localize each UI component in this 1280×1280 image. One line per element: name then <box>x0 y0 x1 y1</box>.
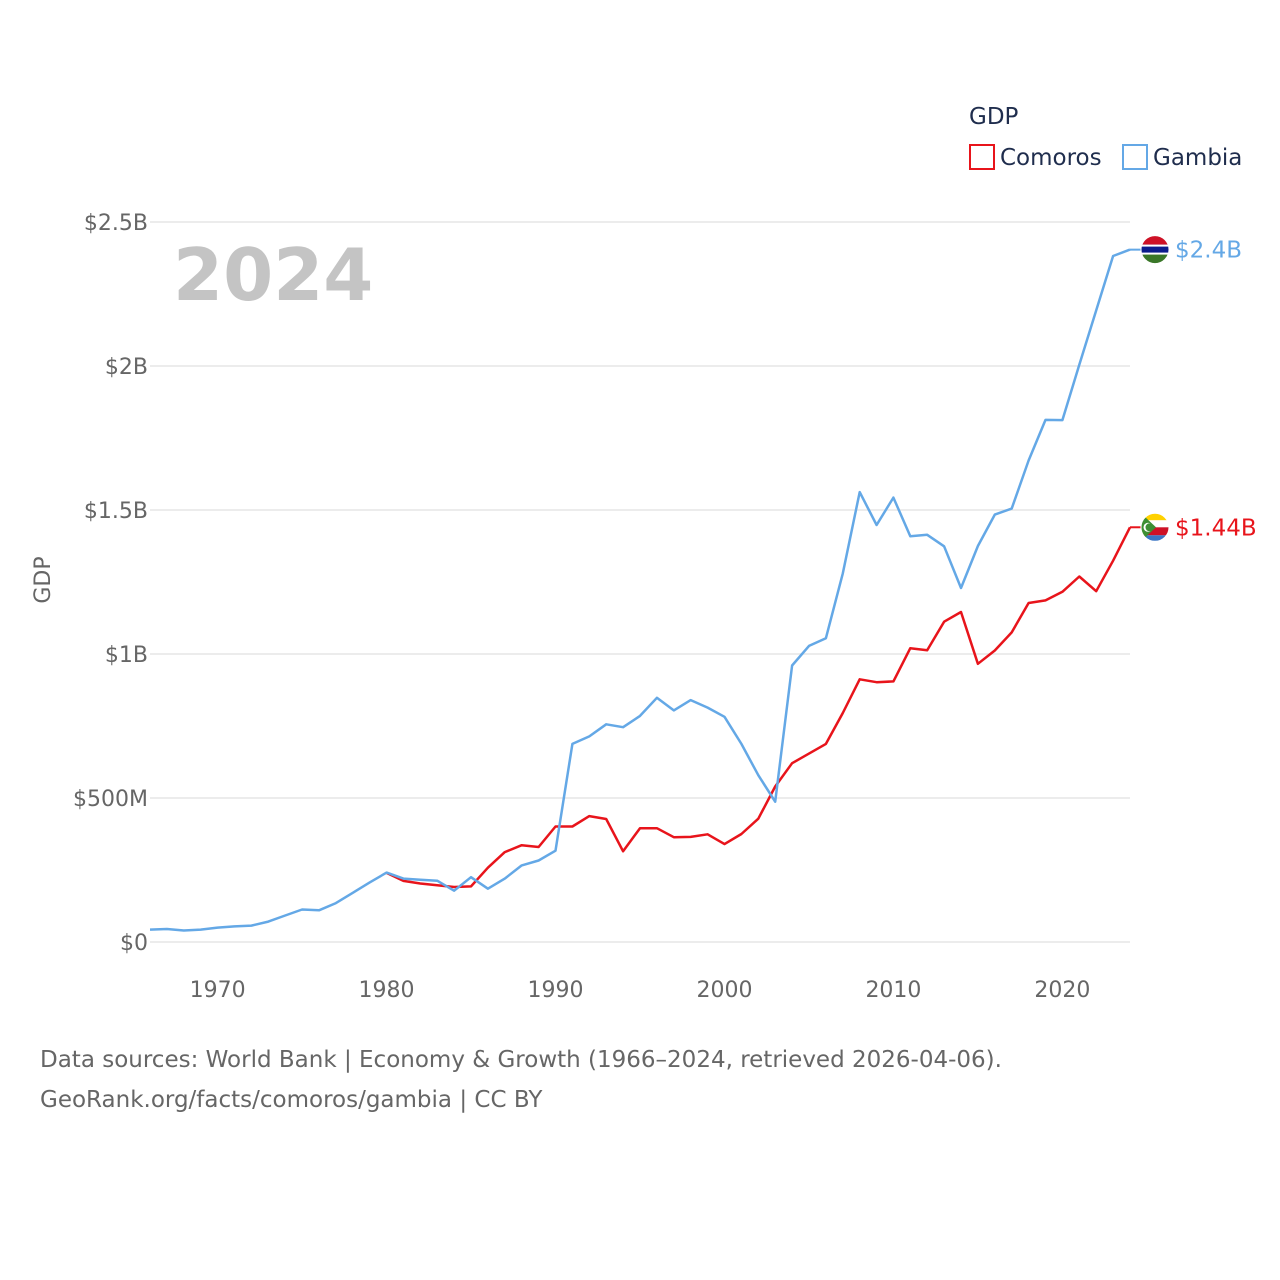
legend-title: GDP <box>969 104 1019 130</box>
x-tick-label: 2020 <box>1034 978 1090 1003</box>
x-tick-label: 2010 <box>865 978 921 1003</box>
legend-swatch-comoros[interactable] <box>969 144 995 170</box>
legend: GDP Comoros Gambia <box>969 104 1242 171</box>
x-tick-label: 1970 <box>190 978 246 1003</box>
series-line-comoros[interactable] <box>386 526 1132 889</box>
y-axis-title: GDP <box>31 556 56 603</box>
gdp-line-chart: $0 $500M $1B $1.5B $2B $2.5B 1970 1980 1990 2000… <box>31 104 1257 1003</box>
end-value-label-gambia: $2.4B <box>1175 238 1242 264</box>
comoros-flag-icon <box>1140 512 1170 542</box>
y-tick-label: $1B <box>105 643 148 668</box>
x-axis-ticks: 1970 1980 1990 2000 2010 2020 <box>190 978 1091 1003</box>
gridlines <box>150 221 1130 943</box>
legend-label-gambia[interactable]: Gambia <box>1153 145 1242 171</box>
data-sources-text: Data sources: World Bank | Economy & Gro… <box>40 1047 1002 1073</box>
y-tick-label: $2.5B <box>84 211 148 236</box>
source-url-text: GeoRank.org/facts/comoros/gambia | CC BY <box>40 1087 543 1113</box>
gambia-flag-icon <box>1140 235 1170 265</box>
footer: Data sources: World Bank | Economy & Gro… <box>40 1040 1240 1120</box>
y-axis-ticks: $0 $500M $1B $1.5B $2B $2.5B <box>73 211 148 956</box>
x-tick-label: 2000 <box>696 978 752 1003</box>
year-label: 2024 <box>173 233 373 317</box>
series-lines <box>149 248 1141 932</box>
y-tick-label: $2B <box>105 355 148 380</box>
y-tick-label: $500M <box>73 787 148 812</box>
end-markers: $1.44B $2.4B <box>1140 235 1257 542</box>
x-tick-label: 1990 <box>528 978 584 1003</box>
y-tick-label: $1.5B <box>84 499 148 524</box>
legend-swatch-gambia[interactable] <box>1122 144 1148 170</box>
legend-label-comoros[interactable]: Comoros <box>1000 145 1102 171</box>
series-line-gambia[interactable] <box>149 248 1131 932</box>
end-value-label-comoros: $1.44B <box>1175 515 1257 541</box>
x-tick-label: 1980 <box>359 978 415 1003</box>
y-tick-label: $0 <box>120 931 148 956</box>
